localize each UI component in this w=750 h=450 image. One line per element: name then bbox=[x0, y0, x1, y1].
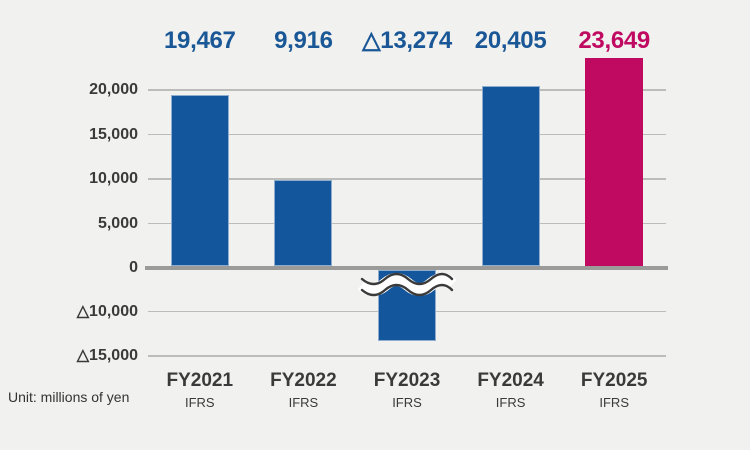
axis-break-wave-line bbox=[360, 272, 454, 286]
gridline bbox=[148, 222, 666, 225]
value-label-FY2021: 19,467 bbox=[163, 27, 236, 54]
bar-FY2021 bbox=[170, 94, 229, 266]
ytick-label: △15,000 bbox=[76, 347, 138, 364]
gridline bbox=[148, 355, 666, 357]
gridline bbox=[148, 133, 666, 136]
ytick-label: 0 bbox=[129, 259, 138, 276]
unit-label: Unit: millions of yen bbox=[8, 389, 130, 405]
category-sublabel-FY2025: IFRS bbox=[599, 395, 629, 410]
category-sublabel-FY2022: IFRS bbox=[288, 395, 319, 410]
ytick-label: △10,000 bbox=[76, 302, 138, 320]
ytick-label: 15,000 bbox=[89, 125, 138, 143]
category-sublabel-FY2023: IFRS bbox=[392, 395, 422, 410]
value-label-FY2022: 9,916 bbox=[274, 27, 333, 54]
category-label-FY2022: FY2022 bbox=[270, 370, 337, 391]
ytick-label: 20,000 bbox=[89, 81, 138, 98]
axis-break-wave-line bbox=[360, 283, 454, 297]
ytick-label: 10,000 bbox=[89, 170, 138, 187]
axis-break-wave-icon bbox=[357, 272, 457, 297]
value-label-FY2023: △13,274 bbox=[362, 27, 452, 54]
bar-FY2025 bbox=[585, 57, 644, 266]
value-label-FY2025: 23,649 bbox=[578, 27, 650, 54]
category-sublabel-FY2021: IFRS bbox=[184, 395, 215, 410]
bar-FY2022 bbox=[274, 179, 333, 266]
ytick-label: 5,000 bbox=[97, 214, 138, 232]
gridline bbox=[148, 89, 666, 91]
axis-break-wave-line bbox=[357, 273, 457, 296]
gridline bbox=[148, 178, 666, 180]
value-label-FY2024: 20,405 bbox=[474, 27, 547, 54]
category-label-FY2023: FY2023 bbox=[373, 370, 441, 391]
category-label-FY2025: FY2025 bbox=[580, 370, 648, 391]
zero-line bbox=[145, 266, 668, 270]
category-sublabel-FY2024: IFRS bbox=[495, 395, 526, 410]
category-label-FY2024: FY2024 bbox=[477, 370, 544, 391]
bar-FY2024 bbox=[481, 86, 540, 266]
category-label-FY2021: FY2021 bbox=[166, 370, 234, 391]
